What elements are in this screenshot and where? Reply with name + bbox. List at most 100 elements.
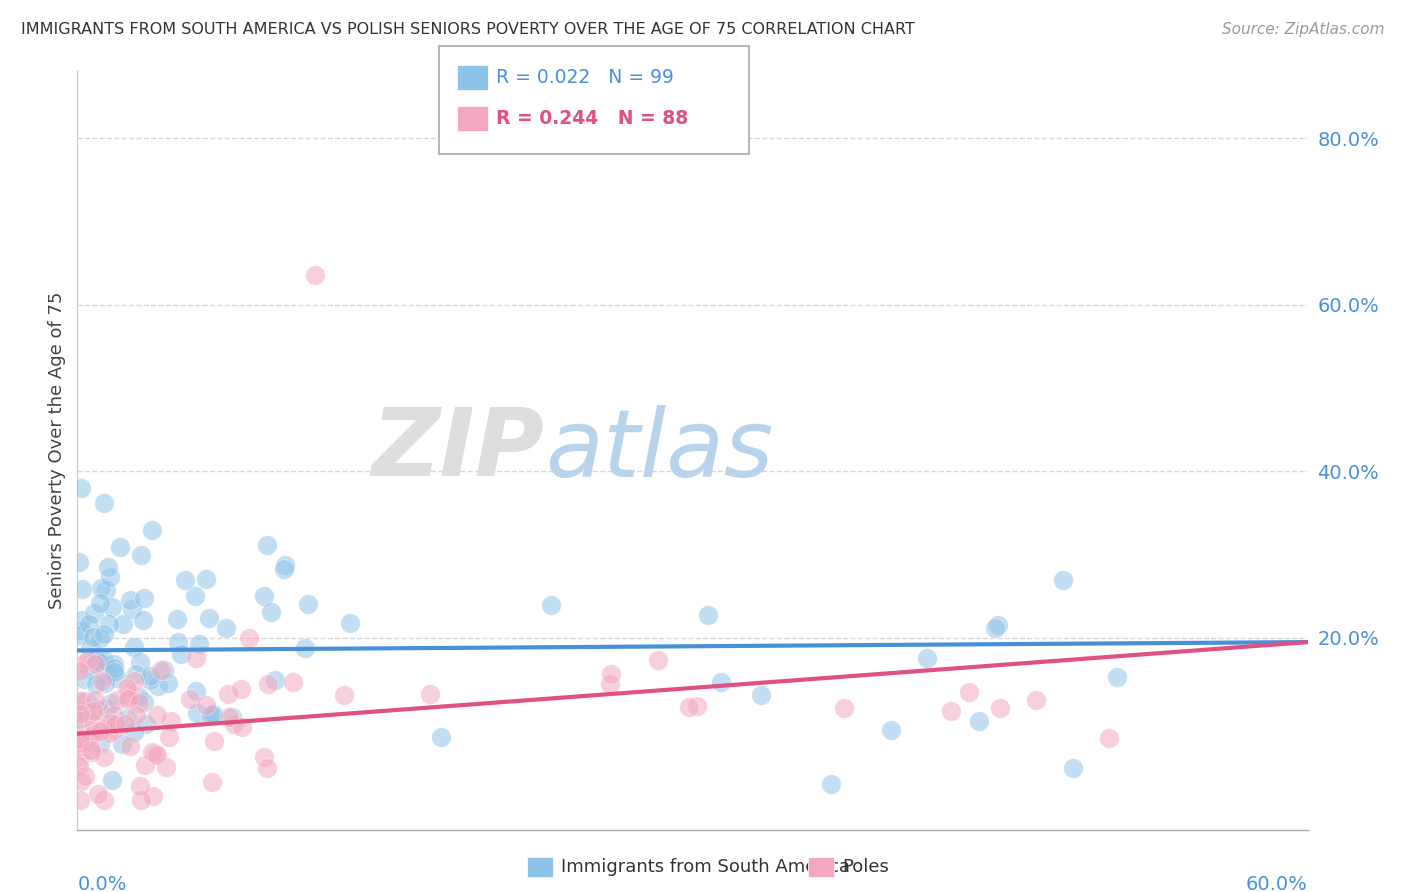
Point (128, 697, 150, 711)
Point (73, 736, 96, 750)
Point (167, 635, 190, 649)
Point (82, 703, 104, 717)
Point (67, 713, 90, 727)
Point (89, 596, 111, 610)
Point (84, 653, 107, 667)
Point (70, 582, 93, 596)
Point (114, 717, 136, 731)
Point (70, 613, 93, 627)
Point (87, 703, 110, 717)
Point (253, 750, 276, 764)
Point (115, 711, 138, 725)
Point (184, 650, 207, 665)
Point (256, 761, 278, 775)
Text: Immigrants from South America: Immigrants from South America (561, 858, 851, 876)
Point (93, 793, 115, 807)
Point (200, 707, 222, 722)
Text: atlas: atlas (546, 405, 773, 496)
Y-axis label: Seniors Poverty Over the Age of 75: Seniors Poverty Over the Age of 75 (48, 292, 66, 609)
Point (70, 481, 93, 495)
Point (969, 714, 991, 729)
Point (1025, 693, 1047, 707)
Point (1052, 573, 1074, 587)
Point (430, 731, 453, 745)
Point (832, 701, 855, 715)
Point (122, 640, 145, 654)
Point (80, 743, 103, 757)
Point (170, 648, 193, 662)
Point (70, 657, 93, 672)
Point (67, 628, 90, 642)
Point (79, 641, 101, 656)
Point (231, 720, 253, 734)
Point (198, 611, 221, 625)
Point (73, 744, 96, 758)
Point (104, 718, 127, 732)
Point (98, 569, 121, 583)
Point (339, 615, 361, 630)
Point (540, 598, 562, 612)
Point (118, 690, 141, 704)
Point (86, 787, 108, 801)
Point (84, 657, 107, 671)
Point (111, 616, 134, 631)
Point (941, 704, 963, 718)
Point (194, 573, 217, 587)
Point (202, 734, 225, 748)
Point (264, 673, 287, 688)
Point (117, 692, 139, 706)
Point (91, 674, 114, 689)
Point (97, 560, 120, 574)
Point (124, 724, 146, 739)
Point (135, 716, 157, 731)
Point (122, 674, 145, 689)
Point (96, 668, 118, 682)
Point (83, 606, 105, 620)
Point (146, 679, 169, 693)
Point (69, 731, 91, 746)
Point (77, 653, 100, 667)
Point (297, 597, 319, 611)
Point (231, 682, 253, 697)
Point (77, 662, 100, 676)
Point (253, 589, 276, 603)
Point (222, 716, 245, 731)
Point (69, 714, 91, 728)
Point (333, 688, 356, 702)
Point (67, 555, 90, 569)
Point (67, 665, 90, 679)
Point (273, 562, 295, 576)
Point (70, 694, 93, 708)
Point (103, 657, 125, 672)
Point (141, 523, 163, 537)
Point (129, 793, 152, 807)
Point (93, 654, 115, 668)
Point (72, 731, 94, 746)
Point (111, 737, 134, 751)
Point (419, 687, 441, 701)
Text: ZIP: ZIP (373, 404, 546, 497)
Point (69, 707, 91, 722)
Point (105, 671, 128, 685)
Point (198, 708, 221, 723)
Point (678, 700, 700, 714)
Point (686, 698, 709, 713)
Point (103, 723, 125, 737)
Point (82, 704, 104, 718)
Point (600, 667, 623, 681)
Point (117, 685, 139, 699)
Point (139, 673, 162, 688)
Point (132, 613, 155, 627)
Point (89, 632, 111, 646)
Point (118, 739, 141, 753)
Point (89, 737, 111, 751)
Point (91, 722, 114, 736)
Point (120, 592, 142, 607)
Point (121, 602, 143, 616)
Point (146, 747, 169, 762)
Point (141, 745, 163, 759)
Text: Source: ZipAtlas.com: Source: ZipAtlas.com (1222, 22, 1385, 37)
Point (96, 700, 118, 714)
Point (105, 692, 128, 706)
Point (156, 675, 179, 690)
